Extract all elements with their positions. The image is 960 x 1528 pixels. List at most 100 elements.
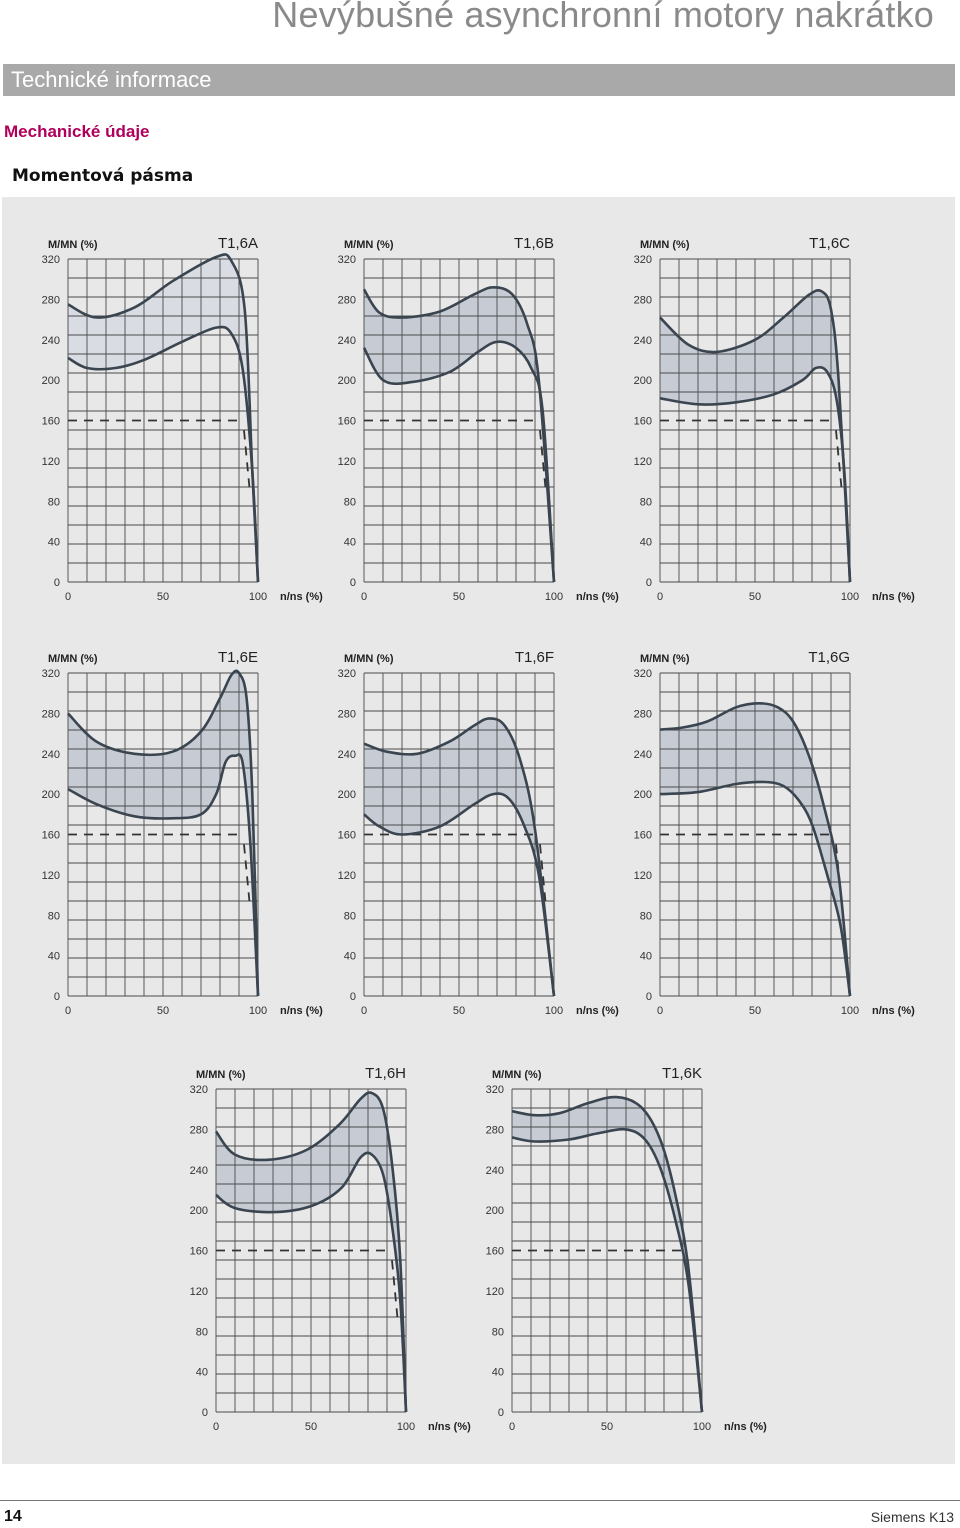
footer-brand: Siemens K13 (870, 1509, 954, 1525)
y-tick-label: 0 (202, 1407, 208, 1419)
y-axis-label: M/MN (%) (196, 1069, 246, 1081)
y-tick-label: 0 (350, 991, 356, 1003)
y-tick-label: 240 (634, 335, 652, 347)
footer-divider (0, 1500, 960, 1501)
upper-torque-curve (67, 669, 260, 997)
y-tick-label: 240 (338, 749, 356, 761)
y-tick-label: 200 (634, 375, 652, 387)
rated-torque-drop (243, 430, 251, 494)
y-tick-label: 280 (634, 294, 652, 306)
y-tick-label: 120 (338, 456, 356, 468)
upper-torque-curve (511, 1095, 704, 1413)
y-tick-label: 80 (344, 910, 356, 922)
section-title: Technické informace (11, 67, 212, 92)
y-tick-label: 200 (42, 789, 60, 801)
y-tick-label: 280 (486, 1124, 504, 1136)
chart-title: T1,6F (515, 649, 554, 666)
y-tick-label: 240 (42, 335, 60, 347)
x-tick-label: 100 (249, 591, 267, 603)
lower-torque-curve (67, 753, 260, 997)
x-axis-label: n/ns (%) (428, 1421, 471, 1433)
x-tick-label: 100 (249, 1005, 267, 1017)
y-tick-label: 80 (492, 1326, 504, 1338)
chart-t16k: T1,6K M/MN (%) n/ns (%) 0 40 80 120 160 200 240 28… (486, 1065, 767, 1433)
x-tick-label: 0 (213, 1421, 219, 1433)
torque-band (216, 1092, 406, 1412)
chart-t16g: T1,6G M/MN (%) n/ns (%) 0 40 80 120 160 200 240 28… (634, 649, 915, 1017)
y-tick-label: 160 (42, 416, 60, 428)
y-axis-label: M/MN (%) (344, 653, 394, 665)
y-tick-label: 280 (338, 294, 356, 306)
x-axis-label: n/ns (%) (576, 1005, 619, 1017)
y-tick-label: 120 (634, 870, 652, 882)
subsection-title: Mechanické údaje (4, 122, 150, 141)
y-tick-label: 200 (486, 1205, 504, 1217)
torque-band (660, 703, 850, 996)
y-tick-label: 200 (190, 1205, 208, 1217)
x-tick-label: 0 (65, 1005, 71, 1017)
chart-title: T1,6E (218, 649, 258, 666)
y-tick-label: 40 (48, 537, 60, 549)
x-tick-label: 50 (453, 591, 465, 603)
y-tick-label: 40 (640, 951, 652, 963)
lower-torque-curve (67, 325, 260, 583)
x-tick-label: 0 (657, 591, 663, 603)
y-tick-label: 0 (646, 991, 652, 1003)
lower-torque-curve (215, 1151, 408, 1413)
x-tick-label: 100 (397, 1421, 415, 1433)
y-tick-label: 80 (640, 496, 652, 508)
x-axis-label: n/ns (%) (724, 1421, 767, 1433)
torque-band (68, 254, 258, 582)
y-tick-label: 280 (42, 708, 60, 720)
upper-torque-curve (214, 1091, 408, 1413)
y-tick-label: 0 (54, 577, 60, 589)
x-axis-label: n/ns (%) (872, 1005, 915, 1017)
y-tick-label: 160 (634, 830, 652, 842)
x-tick-label: 100 (545, 591, 563, 603)
y-tick-label: 320 (634, 668, 652, 680)
upper-torque-curve (659, 289, 852, 583)
y-tick-label: 320 (190, 1084, 208, 1096)
x-tick-label: 0 (361, 1005, 367, 1017)
y-tick-label: 120 (190, 1286, 208, 1298)
y-tick-label: 40 (344, 537, 356, 549)
y-tick-label: 80 (48, 496, 60, 508)
rated-torque-drop (243, 844, 251, 908)
y-tick-label: 80 (640, 910, 652, 922)
x-axis-label: n/ns (%) (576, 591, 619, 603)
y-axis-label: M/MN (%) (48, 653, 98, 665)
y-tick-label: 160 (486, 1246, 504, 1258)
rated-torque-drop (539, 430, 547, 494)
page-number: 14 (4, 1508, 22, 1525)
y-tick-label: 0 (646, 577, 652, 589)
x-tick-label: 50 (157, 1005, 169, 1017)
y-tick-label: 160 (42, 830, 60, 842)
y-tick-label: 280 (338, 708, 356, 720)
chart-heading: Momentová pásma (12, 166, 194, 186)
x-tick-label: 50 (749, 591, 761, 603)
rated-torque-drop (539, 844, 547, 908)
lower-torque-curve (363, 792, 556, 997)
x-tick-label: 100 (841, 591, 859, 603)
chart-title: T1,6H (365, 1065, 406, 1082)
y-tick-label: 160 (190, 1246, 208, 1258)
y-tick-label: 80 (196, 1326, 208, 1338)
page-title: Nevýbušné asynchronní motory nakrátko (272, 0, 934, 35)
x-tick-label: 0 (361, 591, 367, 603)
chart-t16h: T1,6H M/MN (%) n/ns (%) 0 40 80 120 160 200 240 28… (190, 1065, 471, 1433)
y-tick-label: 280 (190, 1124, 208, 1136)
y-axis-label: M/MN (%) (344, 239, 394, 251)
y-tick-label: 320 (634, 254, 652, 266)
chart-title: T1,6C (809, 235, 850, 252)
y-tick-label: 320 (338, 254, 356, 266)
y-tick-label: 160 (338, 416, 356, 428)
y-tick-label: 120 (42, 456, 60, 468)
upper-torque-curve (362, 286, 556, 583)
x-tick-label: 0 (65, 591, 71, 603)
x-tick-label: 0 (657, 1005, 663, 1017)
lower-torque-curve (511, 1127, 704, 1413)
y-tick-label: 200 (42, 375, 60, 387)
x-axis-label: n/ns (%) (872, 591, 915, 603)
y-tick-label: 200 (634, 789, 652, 801)
lower-torque-curve (362, 340, 556, 583)
